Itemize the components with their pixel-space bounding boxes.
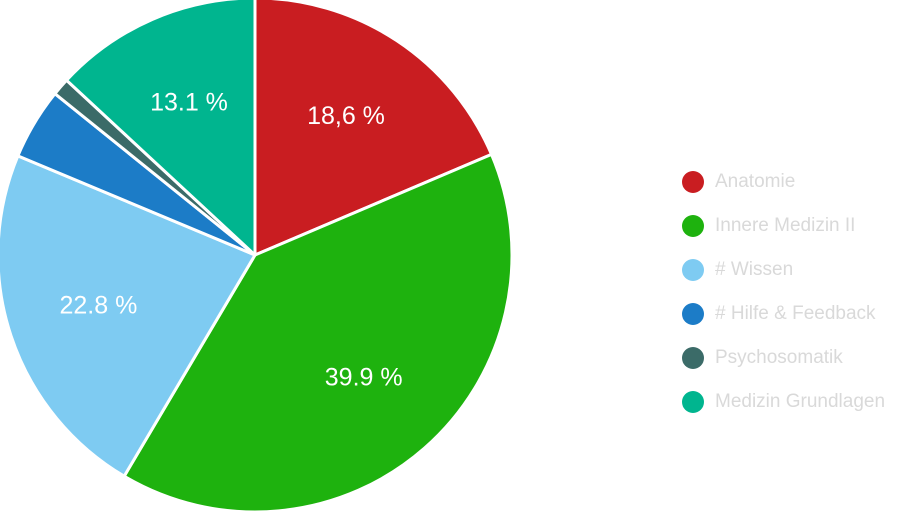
legend-swatch — [682, 347, 704, 369]
legend-label: Innere Medizin II — [715, 215, 856, 236]
pie-slice-anatomie[interactable] — [253, 0, 493, 257]
legend-item-hilfe-feedback[interactable]: # Hilfe & Feedback — [682, 292, 885, 336]
pie-slice-innere-medizin-ii[interactable] — [122, 152, 514, 512]
data-label-wissen: 22.8 % — [59, 292, 137, 320]
pie-data-labels: 18,6 % 39.9 % 22.8 % 13.1 % — [59, 88, 402, 391]
legend-label: # Wissen — [715, 259, 794, 280]
legend-item-wissen[interactable]: # Wissen — [682, 248, 885, 292]
pie-slices — [0, 0, 514, 512]
data-label-medizin-grundlagen: 13.1 % — [150, 88, 228, 116]
pie-slice-medizin-grundlagen[interactable] — [65, 0, 257, 257]
legend-label: # Hilfe & Feedback — [715, 303, 876, 324]
legend-swatch — [682, 259, 704, 281]
data-label-anatomie: 18,6 % — [307, 102, 385, 130]
legend-swatch — [682, 215, 704, 237]
legend-swatch — [682, 303, 704, 325]
legend-item-psychosomatik[interactable]: Psychosomatik — [682, 336, 885, 380]
legend-item-medizin-grundlagen[interactable]: Medizin Grundlagen — [682, 380, 885, 424]
legend-swatch — [682, 171, 704, 193]
data-label-innere-medizin-ii: 39.9 % — [325, 364, 403, 392]
legend-swatch — [682, 391, 704, 413]
legend-label: Psychosomatik — [715, 347, 843, 368]
chart-legend: Anatomie Innere Medizin II # Wissen # Hi… — [682, 160, 885, 424]
legend-item-innere-medizin-ii[interactable]: Innere Medizin II — [682, 204, 885, 248]
pie-slice-wissen[interactable] — [0, 154, 257, 478]
legend-label: Medizin Grundlagen — [715, 391, 886, 412]
legend-label: Anatomie — [715, 171, 796, 192]
legend-item-anatomie[interactable]: Anatomie — [682, 160, 885, 204]
